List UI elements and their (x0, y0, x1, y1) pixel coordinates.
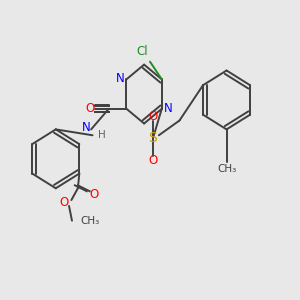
Text: S: S (148, 131, 157, 145)
Text: N: N (164, 102, 172, 115)
Text: O: O (59, 196, 68, 209)
Text: CH₃: CH₃ (81, 216, 100, 226)
Text: Cl: Cl (137, 45, 148, 58)
Text: O: O (148, 154, 158, 167)
Text: N: N (116, 72, 124, 85)
Text: O: O (148, 110, 158, 123)
Text: CH₃: CH₃ (217, 164, 236, 174)
Text: O: O (90, 188, 99, 201)
Text: N: N (82, 122, 91, 134)
Text: O: O (85, 102, 94, 115)
Text: H: H (98, 130, 106, 140)
